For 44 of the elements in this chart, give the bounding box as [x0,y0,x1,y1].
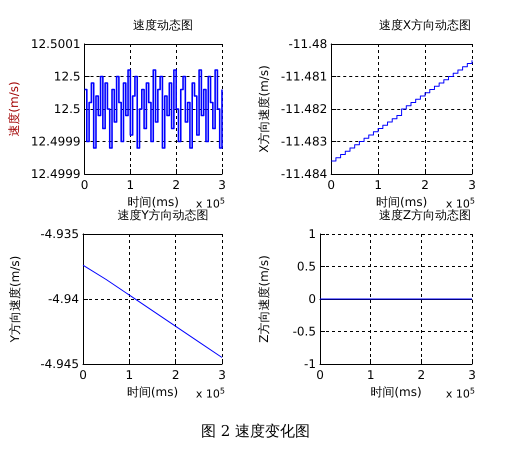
x-axis-title: 时间(ms) [128,195,179,209]
x-tick-label: 2 [421,178,429,192]
y-tick-label: -0.5 [292,324,316,338]
x-tick-label: 3 [218,368,226,382]
caption: 图 2 速度变化图 [200,422,312,441]
y-tick-label: -11.482 [280,102,328,116]
y-tick-label: 0 [308,292,316,306]
chart-title: 速度Y方向动态图 [117,208,209,222]
x-tick-label: 3 [218,178,226,192]
x-axis-title: 时间(ms) [376,195,428,209]
x-axis-title: 时间(ms) [370,385,422,399]
x-tick-label: 2 [418,368,426,382]
x-tick-label: 2 [172,178,180,192]
y-tick-label: 1 [308,227,316,241]
line-series [82,264,222,358]
y-axis-title: X方向速度(m/s) [257,65,271,153]
y-tick-label: -11.484 [280,167,328,181]
x-tick-label: 1 [366,368,374,382]
y-tick-label: -4.935 [40,227,79,241]
y-axis-title: 速度(m/s) [7,81,21,137]
chart-title: 速度X方向动态图 [378,18,472,32]
y-tick-label: 12.4999 [30,167,81,181]
chart-title: 速度Z方向动态图 [378,208,472,222]
y-tick-label: 12.5001 [30,37,81,51]
x-tick-label: 2 [172,368,180,382]
y-tick-label: 12.4999 [30,134,81,148]
x-tick-label: 1 [374,178,382,192]
y-tick-label: 0.5 [296,260,316,274]
y-tick-label: -1 [304,357,316,371]
x-tick-label: 1 [126,368,134,382]
x-tick-label: 1 [126,178,134,192]
y-tick-label: -4.945 [40,357,79,371]
x-axis-title: 时间(ms) [126,385,178,399]
y-tick-label: 12.5 [54,102,81,116]
y-tick-label: -11.483 [280,134,328,148]
y-tick-label: -11.48 [288,37,328,51]
y-axis-title: Y方向速度(m/s) [8,256,22,344]
x-tick-label: 3 [468,178,476,192]
chart-title: 速度动态图 [133,18,193,32]
y-tick-label: -4.94 [48,292,79,306]
y-tick-label: -11.481 [280,70,328,84]
y-tick-label: 12.5 [54,70,81,84]
y-axis-title: Z方向速度(m/s) [257,255,271,343]
x-tick-label: 3 [468,368,476,382]
